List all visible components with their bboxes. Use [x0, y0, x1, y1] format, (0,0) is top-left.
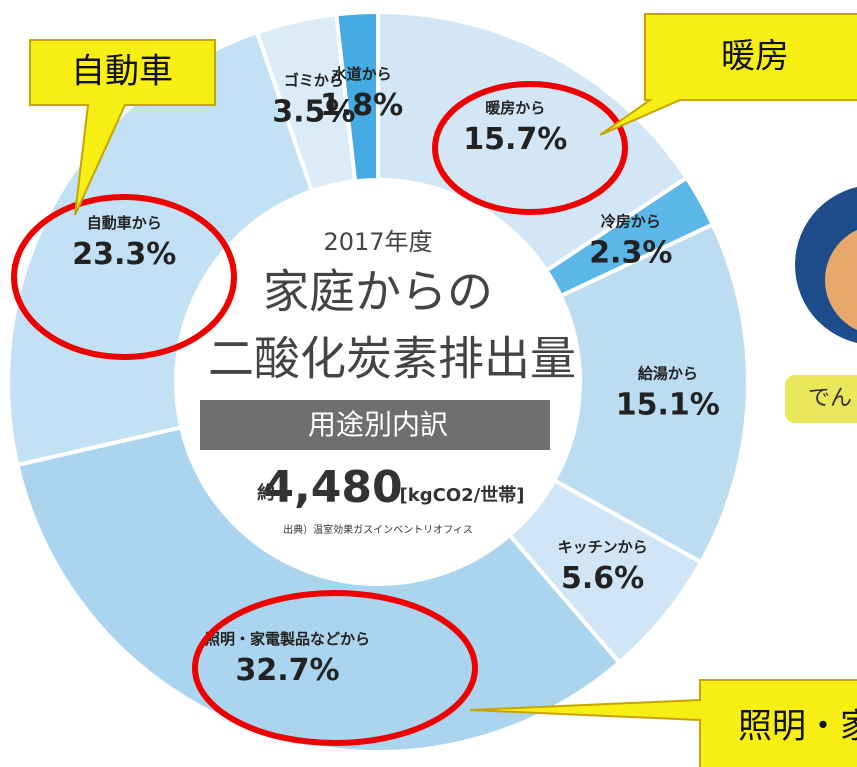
- title-line: 家庭からの: [263, 265, 493, 319]
- category-label: 冷房から: [601, 212, 661, 230]
- value-label: 1.8%: [320, 88, 403, 123]
- chart: 2017年度 家庭からの 二酸化炭素排出量 用途別内訳 約 4,480 [kgC…: [0, 0, 857, 767]
- category-label: キッチンから: [558, 538, 648, 556]
- callout-text: 照明・家: [738, 707, 857, 747]
- source: 出典）温室効果ガスインベントリオフィス: [283, 523, 473, 536]
- total-unit: [kgCO2/世帯]: [400, 484, 525, 506]
- year: 2017年度: [323, 228, 432, 256]
- category-label: 水道から: [332, 65, 392, 83]
- callout-text: 自動車: [71, 52, 173, 92]
- category-label: 照明・家電製品などから: [205, 630, 370, 648]
- title-line: 二酸化炭素排出量: [208, 332, 576, 386]
- value-label: 5.6%: [561, 561, 644, 596]
- value-label: 2.3%: [589, 235, 672, 270]
- callout-text: 暖房: [721, 37, 789, 77]
- value-label: 32.7%: [235, 653, 339, 688]
- value-label: 23.3%: [72, 237, 176, 272]
- value-label: 15.1%: [616, 388, 720, 423]
- page: 2017年度 家庭からの 二酸化炭素排出量 用途別内訳 約 4,480 [kgC…: [0, 0, 857, 767]
- total: 4,480: [263, 462, 402, 513]
- value-label: 15.7%: [463, 122, 567, 157]
- subtitle: 用途別内訳: [308, 408, 448, 441]
- category-label: 給湯から: [638, 365, 698, 383]
- category-label: 自動車から: [87, 214, 162, 232]
- category-label: 暖房から: [485, 99, 545, 117]
- side-button-text: でん: [808, 386, 852, 411]
